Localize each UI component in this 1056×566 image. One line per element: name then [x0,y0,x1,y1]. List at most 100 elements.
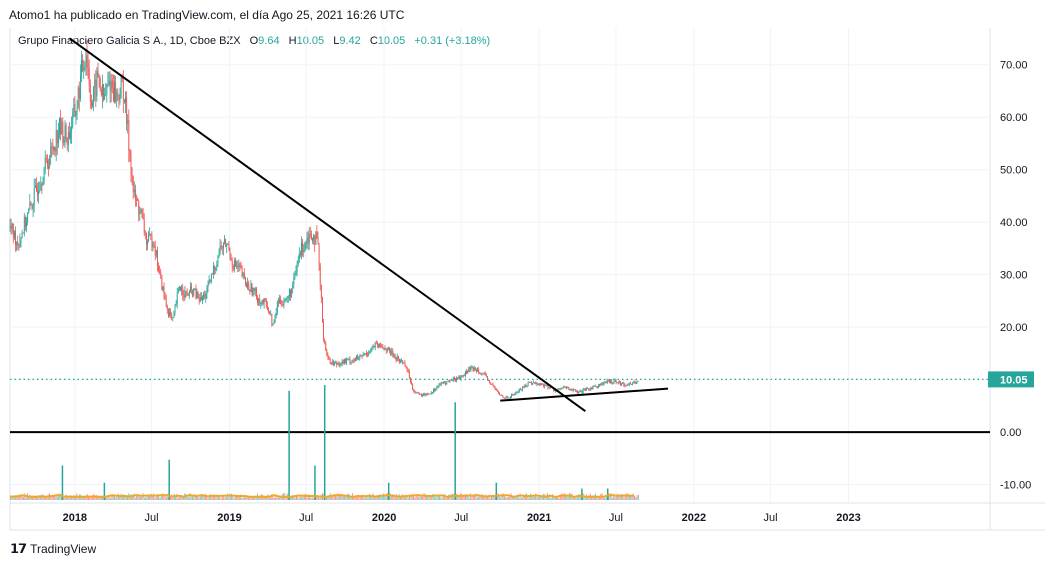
volume-bar [305,493,307,500]
candle-body [199,297,201,302]
volume-bar [565,494,567,500]
candle-body [611,380,613,384]
volume-bar [102,496,104,500]
candle-body [450,379,452,381]
candle-body [295,271,297,275]
volume-bar [572,497,574,500]
volume-bar [413,496,414,500]
candle-body [33,187,35,206]
volume-bar [474,495,476,500]
volume-bar [608,493,609,500]
candle-body [357,356,359,360]
volume-bar [245,495,247,500]
volume-bar [56,496,58,500]
candle-body [318,244,320,266]
candle-body [418,392,420,394]
volume-bar [540,495,542,500]
candle-body [615,379,617,383]
candle-body [370,348,372,352]
candle-body [399,358,400,362]
candle-body [93,87,95,104]
volume-bar [380,496,382,500]
candle-body [498,390,499,393]
candle-body [515,392,517,394]
candle-body [149,234,151,236]
close-label: C [369,35,378,47]
volume-bar [371,494,373,500]
volume-spike [606,488,609,500]
price-tick-label: -10.00 [1000,480,1031,492]
candle-body [160,271,162,276]
volume-bar [197,494,199,500]
candle-body [439,384,441,386]
candle-body [304,242,306,250]
candle-body [546,385,548,386]
volume-bar [440,497,442,500]
volume-bar [273,497,275,500]
volume-bar [216,495,218,500]
volume-bar [176,493,178,500]
volume-bar [383,493,385,500]
symbol-name[interactable]: Grupo Financiero Galicia S.A., 1D, Cboe … [18,35,241,47]
candle-body [124,99,125,103]
tradingview-logo-icon[interactable]: 𝟭𝟳 [10,541,27,556]
candle-body [75,112,77,116]
volume-bar [91,496,93,500]
candle-body [281,304,283,306]
volume-bar [123,494,125,500]
volume-bar [132,495,134,500]
candle-body [457,377,459,379]
candle-body [566,386,568,388]
volume-bar [424,493,426,500]
candle-body [83,67,85,71]
candle-body [417,392,419,394]
volume-bar [368,493,370,500]
volume-bar [359,496,361,500]
close-value: 10.05 [377,35,406,47]
price-tick-label: 70.00 [1000,60,1028,72]
candle-body [345,359,346,363]
volume-bar [387,493,388,500]
candle-body [412,383,414,390]
volume-bar [193,497,195,500]
volume-bar [331,496,333,500]
candle-body [586,388,587,391]
candle-body [485,375,487,377]
volume-bar [411,494,413,500]
candle-body [476,370,477,372]
volume-bar [298,497,300,500]
volume-bar [107,497,109,500]
volume-bar [522,497,524,500]
candle-body [164,295,166,300]
candle-body [284,301,286,302]
volume-bar [28,495,30,500]
candle-body [509,397,510,399]
candle-body [227,244,229,246]
volume-bar [415,496,417,500]
candle-body [16,241,18,245]
candle-body [346,359,348,363]
volume-bar [500,497,502,500]
candle-body [259,298,261,304]
candle-body [171,314,173,318]
candle-body [565,387,566,389]
candle-body [449,379,451,381]
candle-body [317,237,319,245]
volume-bar [301,496,303,500]
candle-body [536,382,538,385]
candle-body [471,366,473,368]
brand-name: TradingView [30,542,97,556]
candle-body [52,146,54,150]
candle-body [562,386,564,388]
volume-bar [218,495,219,500]
candle-body [197,292,199,299]
volume-bar [377,497,379,500]
volume-bar [518,497,520,500]
volume-bar [153,493,154,500]
candle-body [161,275,163,290]
candle-body [543,384,544,387]
last-price-label: 10.05 [1000,374,1028,386]
candle-body [525,384,527,387]
candle-body [215,267,217,271]
